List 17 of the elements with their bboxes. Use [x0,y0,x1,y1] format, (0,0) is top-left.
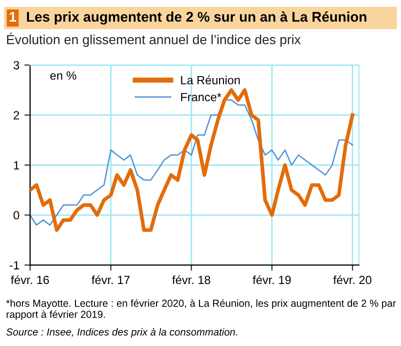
text: *hors Mayotte. Lecture : en février 2020, à La Réunion, les prix augmentent de 2 % par rapport à février 2019. [6,299,396,320]
chart-title: 1 Les prix augmentent de 2 % sur un an à La Réunion [10,11,366,25]
y-axis-title: en % [50,71,76,80]
chart-subtitle: Évolution en glissement annuel de l’indice des prix [7,32,301,47]
legend-label: France* [181,93,222,102]
x-tick-label: févr. 19 [252,275,291,284]
y-tick-label: 0 [14,211,20,220]
x-tick-label: févr. 18 [172,275,210,284]
x-tick-label: févr. 16 [10,275,49,284]
y-tick-label: 3 [14,61,20,70]
legend-label: La Réunion [181,76,240,84]
y-tick-label: 2 [14,111,20,120]
y-tick-label: 1 [14,161,20,170]
x-tick-label: févr. 20 [333,275,372,284]
x-tick-label: févr. 17 [92,275,130,284]
y-tick-label: -1 [10,261,20,270]
source-note: Source : Insee, Indices des prix à la consommation. [6,328,237,338]
